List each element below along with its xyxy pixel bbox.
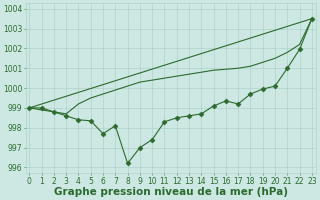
X-axis label: Graphe pression niveau de la mer (hPa): Graphe pression niveau de la mer (hPa) bbox=[53, 187, 288, 197]
